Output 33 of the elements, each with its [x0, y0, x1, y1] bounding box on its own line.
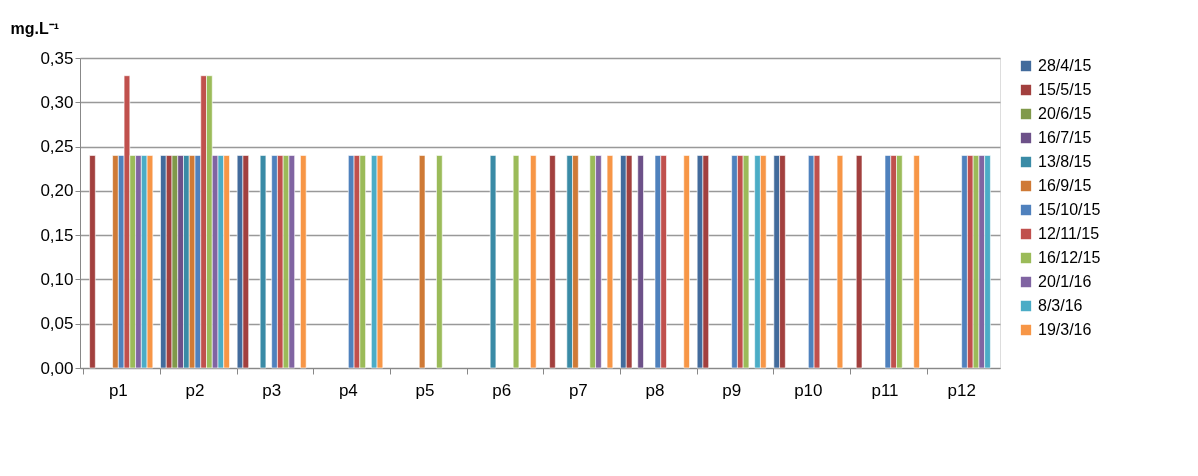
- legend-label: 28/4/15: [1038, 57, 1092, 74]
- x-tick-label: p2: [185, 380, 205, 400]
- legend-label: 16/7/15: [1038, 129, 1092, 146]
- legend-label: 12/11/15: [1038, 225, 1100, 242]
- legend-label: 16/9/15: [1038, 177, 1092, 194]
- x-tick-label: p6: [492, 380, 512, 400]
- y-tick-label: 0,25: [40, 137, 74, 157]
- x-tick-label: p3: [262, 380, 282, 400]
- legend-label: 20/6/15: [1038, 105, 1092, 122]
- x-tick-label: p12: [947, 380, 976, 400]
- y-tick-label: 0,35: [40, 48, 74, 68]
- x-tick-label: p9: [722, 380, 742, 400]
- y-tick-label: 0,10: [40, 269, 74, 289]
- x-tick-label: p1: [108, 380, 128, 400]
- legend-label: 15/5/15: [1038, 81, 1092, 98]
- legend-label: 13/8/15: [1038, 153, 1092, 170]
- x-tick-label: p4: [338, 380, 358, 400]
- x-tick-label: p7: [568, 380, 588, 400]
- x-tick-label: p10: [794, 380, 823, 400]
- legend-label: 8/3/16: [1038, 297, 1083, 314]
- y-tick-label: 0,05: [40, 314, 74, 334]
- legend-label: 16/12/15: [1038, 249, 1101, 266]
- y-tick-label: 0,15: [40, 225, 74, 245]
- x-tick-label: p5: [415, 380, 435, 400]
- x-tick-label: p8: [645, 380, 665, 400]
- y-tick-label: 0,20: [40, 181, 74, 201]
- y-axis-title: mg.L⁻¹: [10, 19, 60, 37]
- legend-label: 19/3/16: [1038, 321, 1092, 338]
- legend-label: 20/1/16: [1038, 273, 1092, 290]
- y-tick-label: 0,00: [40, 358, 74, 378]
- x-tick-label: p11: [871, 380, 899, 400]
- y-tick-label: 0,30: [40, 92, 74, 112]
- legend-label: 15/10/15: [1038, 201, 1101, 218]
